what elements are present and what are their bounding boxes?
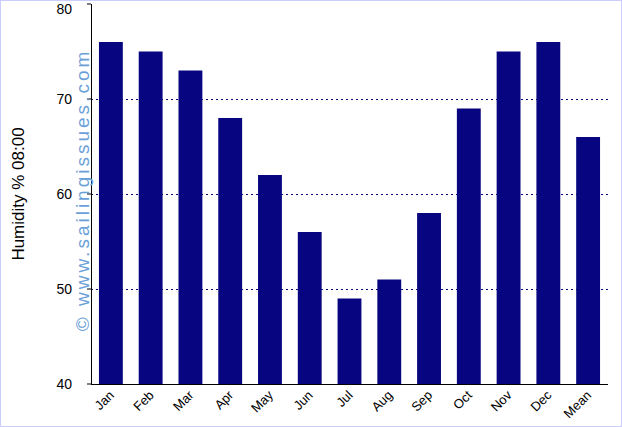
x-tick-label: Sep	[408, 388, 435, 415]
x-tick-label: Jul	[333, 387, 355, 409]
x-tick-label: Jun	[290, 388, 315, 413]
y-tick-label: 40	[56, 376, 72, 392]
x-tick-label: Mar	[170, 387, 197, 414]
bar	[536, 42, 560, 384]
bar	[139, 52, 163, 385]
y-tick	[87, 4, 91, 5]
grid-line	[91, 289, 608, 290]
bar	[457, 109, 481, 385]
x-tick-label: Dec	[528, 387, 555, 414]
x-tick-label: Jan	[92, 388, 117, 413]
y-tick-label: 50	[56, 281, 72, 297]
watermark: © www.sailingissues.com	[72, 49, 93, 332]
x-tick-label: Nov	[488, 387, 515, 414]
bar	[576, 137, 600, 384]
frame	[1, 1, 622, 427]
bar	[497, 52, 521, 385]
bar	[218, 118, 242, 384]
x-tick-label: Aug	[368, 388, 395, 415]
bar	[338, 299, 362, 385]
bar	[99, 42, 123, 384]
grid-line	[91, 194, 608, 195]
x-tick-label: Oct	[450, 387, 475, 412]
y-tick-label: 70	[56, 91, 72, 107]
x-tick-label: Mean	[561, 388, 595, 422]
y-axis-title: Humidity % 08:00	[9, 127, 28, 260]
chart: 40 50 60 70 80 Jan Feb Mar Apr May Jun Jul Aug Sep Oct…	[0, 0, 622, 427]
x-tick-label: Feb	[130, 388, 156, 414]
grid-line	[91, 99, 608, 100]
bars	[99, 42, 600, 384]
y-tick-label: 60	[56, 186, 72, 202]
bar	[178, 71, 202, 385]
x-axis	[91, 384, 608, 385]
x-tick-label: Apr	[211, 387, 236, 412]
bar	[298, 232, 322, 384]
bar	[258, 175, 282, 384]
y-tick	[87, 384, 91, 385]
bar	[377, 280, 401, 385]
bar	[417, 213, 441, 384]
x-tick-label: May	[248, 387, 276, 415]
y-tick-label: 80	[56, 1, 72, 17]
